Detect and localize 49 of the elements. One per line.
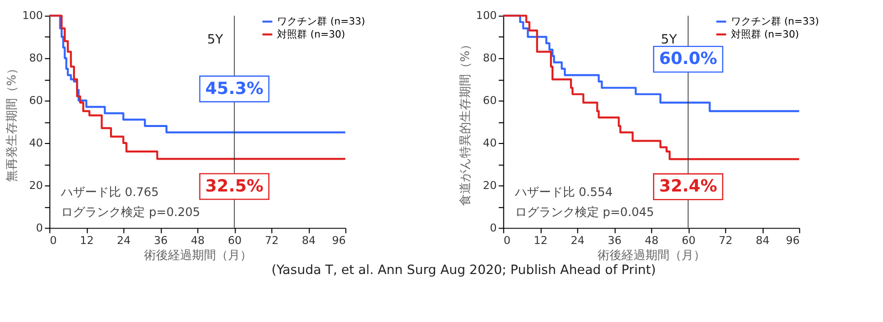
- annotation: ハザード比 0.554: [514, 185, 613, 200]
- y-tick-label: 60: [29, 94, 44, 107]
- y-tick-label: 40: [482, 136, 497, 150]
- legend-label: ワクチン群 (n=33): [277, 16, 366, 28]
- x-tick-label: 12: [534, 234, 548, 248]
- x-tick-label: 0: [504, 234, 511, 248]
- x-tick-label: 0: [50, 234, 57, 248]
- x-axis-title: 術後経過期間（月）: [144, 248, 252, 262]
- annotation: 32.4%: [659, 176, 718, 196]
- x-tick-label: 84: [302, 234, 316, 248]
- x-tick-label: 60: [682, 234, 696, 248]
- y-tick-label: 100: [476, 9, 497, 22]
- x-tick-label: 36: [154, 234, 168, 248]
- y-tick-label: 60: [482, 94, 497, 107]
- x-tick-label: 96: [786, 234, 800, 248]
- x-tick-label: 48: [644, 234, 659, 248]
- x-tick-label: 36: [608, 234, 622, 248]
- y-tick-label: 0: [36, 221, 44, 234]
- y-tick-label: 80: [29, 52, 44, 65]
- x-tick-label: 12: [80, 234, 94, 248]
- x-tick-label: 96: [332, 234, 346, 248]
- x-tick-label: 84: [756, 234, 770, 248]
- annotation: 60.0%: [659, 48, 718, 68]
- x-axis-title: 術後経過期間（月）: [598, 248, 706, 262]
- x-tick-label: 24: [570, 234, 585, 248]
- y-tick-label: 80: [482, 52, 497, 65]
- annotation: ハザード比 0.765: [60, 185, 159, 200]
- y-tick-label: 20: [482, 178, 497, 192]
- annotation: 45.3%: [205, 78, 264, 98]
- y-tick-label: 20: [29, 178, 44, 192]
- annotation: 32.5%: [205, 175, 264, 196]
- y-tick-label: 40: [29, 136, 44, 150]
- annotation: ログランク検定 p=0.045: [515, 204, 654, 219]
- x-tick-label: 24: [116, 234, 131, 248]
- y-axis-title: 食道がん特異的生存期間（%）: [458, 38, 472, 206]
- annotation: 5Y: [660, 32, 678, 48]
- text: (Yasuda T, et al. Ann Surg Aug 2020; Publish Ahead of Print): [271, 263, 656, 278]
- y-tick-label: 0: [490, 221, 497, 234]
- annotation: 5Y: [207, 32, 224, 48]
- x-tick-label: 72: [264, 234, 279, 248]
- legend-label: 対照群 (n=30): [731, 28, 799, 40]
- y-axis-title: 無再発生存期間（%）: [4, 62, 18, 182]
- legend-label: ワクチン群 (n=33): [731, 16, 819, 28]
- x-tick-label: 72: [718, 234, 733, 248]
- legend-label: 対照群 (n=30): [277, 28, 346, 40]
- x-tick-label: 48: [190, 234, 205, 248]
- x-tick-label: 60: [228, 234, 242, 248]
- y-tick-label: 100: [22, 9, 44, 22]
- annotation: ログランク検定 p=0.205: [61, 204, 200, 219]
